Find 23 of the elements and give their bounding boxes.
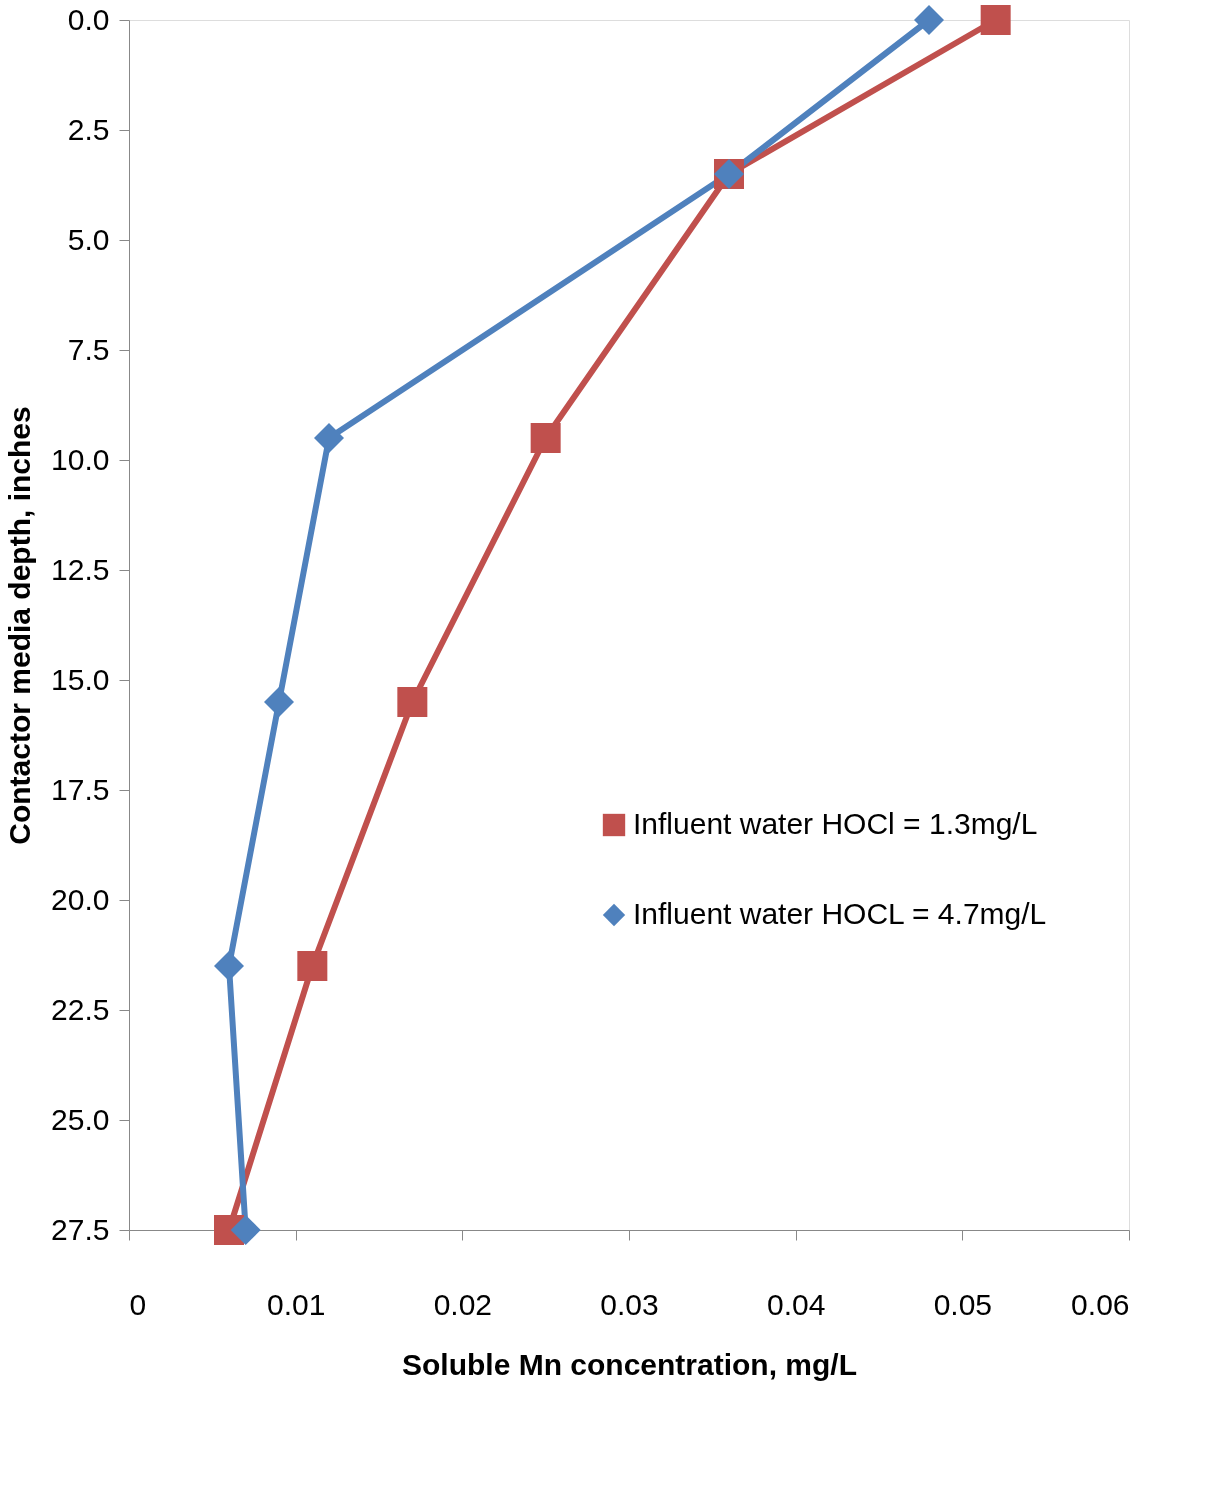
y-tick-label: 27.5 [51,1212,110,1246]
x-tick-label: 0 [129,1287,147,1321]
legend-label: Influent water HOCl = 1.3mg/L [633,807,1038,840]
y-tick-label: 7.5 [67,332,110,366]
y-axis-title: Contactor media depth, inches [3,406,37,845]
y-tick-label: 12.5 [51,552,110,586]
x-tick-label: 0.04 [766,1287,826,1321]
legend-label: Influent water HOCL = 4.7mg/L [633,897,1047,930]
x-tick-label: 0.03 [600,1287,659,1321]
y-tick-label: 5.0 [67,222,110,256]
y-tick-label: 22.5 [51,992,110,1026]
x-axis-title: Soluble Mn concentration, mg/L [401,1347,858,1381]
y-tick-label: 17.5 [51,772,110,806]
x-tick-label: 0.06 [1071,1287,1130,1321]
y-tick-label: 25.0 [51,1102,110,1136]
x-tick-label: 0.02 [433,1287,493,1321]
y-tick-label: 0.0 [67,2,110,36]
y-tick-label: 2.5 [67,112,110,146]
x-tick-label: 0.05 [933,1287,993,1321]
x-tick-label: 0.01 [266,1287,326,1321]
y-tick-label: 15.0 [51,662,110,696]
y-tick-label: 20.0 [51,882,110,916]
y-tick-label: 10.0 [51,442,110,476]
